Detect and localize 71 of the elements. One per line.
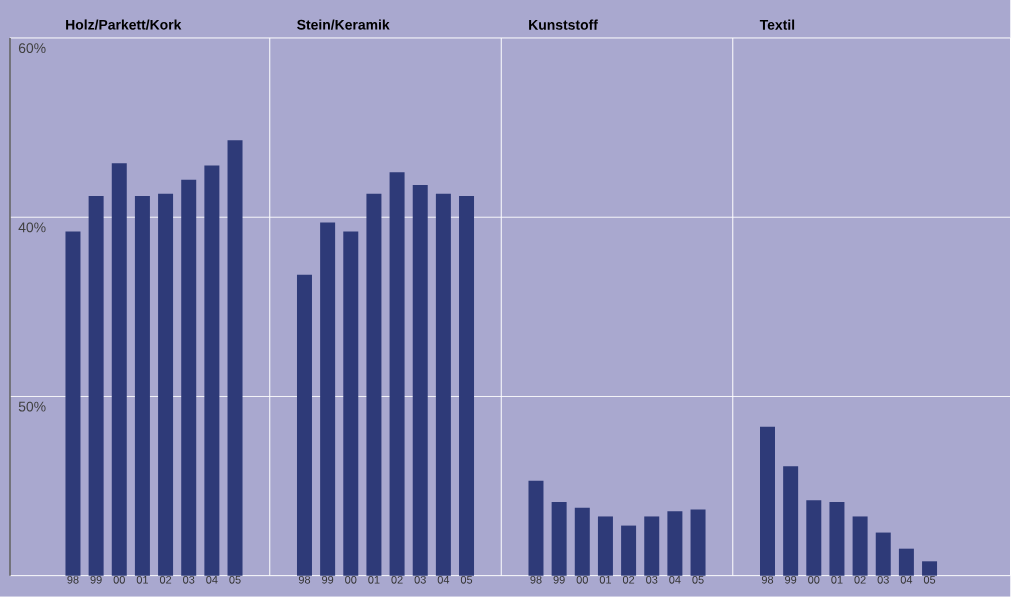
bar	[806, 500, 822, 576]
bar	[158, 193, 174, 576]
x-tick-label: 98	[298, 576, 311, 584]
x-tick-label: 04	[900, 576, 913, 584]
x-tick-label: 00	[576, 576, 588, 584]
x-tick-label: 00	[113, 576, 125, 584]
bar	[852, 516, 868, 576]
bar	[88, 196, 104, 576]
bar	[227, 140, 243, 576]
bar	[621, 525, 637, 576]
x-tick-label: 01	[368, 576, 380, 584]
text: 60%	[18, 43, 46, 54]
text: Kunststoff	[529, 19, 598, 30]
x-tick-label: 01	[831, 576, 843, 584]
bar	[435, 193, 451, 576]
x-tick-label: 99	[785, 576, 797, 584]
x-tick-label: 03	[183, 576, 195, 584]
bar	[875, 532, 891, 576]
bar	[320, 222, 336, 576]
x-tick-label: 01	[599, 576, 611, 584]
bar	[551, 502, 567, 576]
bar	[343, 231, 359, 576]
bar	[459, 196, 475, 576]
x-tick-label: 04	[206, 576, 218, 584]
x-tick-label: 02	[159, 576, 172, 584]
x-tick-label: 03	[646, 576, 658, 584]
x-tick-label: 00	[345, 576, 357, 584]
text: Holz/Parkett/Kork	[66, 19, 182, 30]
x-tick-label: 98	[761, 576, 774, 584]
x-tick-label: 04	[437, 576, 450, 584]
bar	[922, 561, 938, 576]
x-tick-label: 98	[67, 576, 79, 584]
bar	[389, 172, 405, 576]
x-tick-label: 02	[622, 576, 635, 584]
bar	[667, 511, 683, 576]
text: 40%	[18, 222, 46, 233]
bar	[574, 507, 590, 576]
bar	[134, 196, 150, 576]
bar	[528, 480, 544, 576]
text: Stein/Keramik	[297, 19, 390, 30]
x-tick-label: 04	[669, 576, 681, 584]
x-tick-label: 99	[553, 576, 565, 584]
x-tick-label: 03	[414, 576, 426, 584]
x-tick-label: 99	[90, 576, 102, 584]
text: 50%	[18, 401, 46, 412]
x-tick-label: 02	[854, 576, 866, 584]
x-tick-label: 05	[460, 576, 473, 584]
bar	[366, 193, 382, 576]
x-tick-label: 03	[877, 576, 889, 584]
x-tick-label: 05	[229, 576, 241, 584]
bar	[412, 185, 428, 576]
x-tick-label: 01	[136, 576, 148, 584]
bar	[65, 231, 81, 576]
bar	[181, 179, 197, 576]
bar	[783, 466, 799, 576]
x-tick-label: 00	[808, 576, 820, 584]
bar	[760, 426, 775, 576]
bar	[898, 548, 914, 576]
bar	[644, 516, 660, 576]
bar	[829, 502, 845, 576]
bar	[296, 274, 312, 576]
x-tick-label: 98	[530, 576, 542, 584]
x-tick-label: 99	[322, 576, 334, 584]
bar	[204, 165, 220, 576]
x-tick-label: 02	[391, 576, 403, 584]
x-tick-label: 05	[923, 576, 936, 584]
bar	[597, 516, 613, 576]
x-tick-label: 05	[692, 576, 704, 584]
bar	[111, 163, 127, 576]
text: Textil	[759, 19, 795, 30]
bar	[690, 509, 706, 576]
